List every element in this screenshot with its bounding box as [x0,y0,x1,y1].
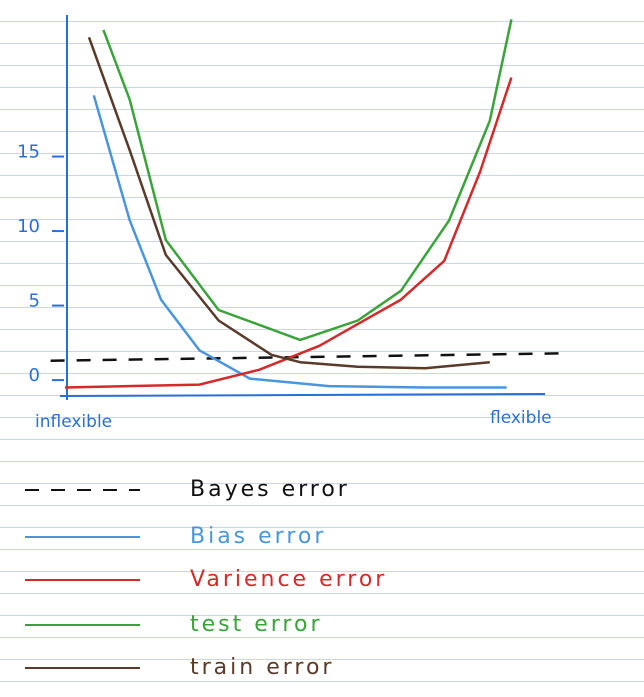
series-line [102,19,513,342]
legend-label: train error [190,655,334,680]
series-line [87,36,490,370]
series-line [64,77,513,389]
x-end-label: flexible [490,408,552,428]
y-tick-label: 15 [17,142,40,163]
y-tick-label: 5 [29,291,40,312]
x-end-label: inflexible [35,412,112,432]
series-line [50,352,565,362]
y-tick-label: 10 [17,216,40,237]
legend-label: test error [190,612,323,637]
legend-label: Varience error [190,567,387,592]
x-axis [59,393,546,397]
legend-label: Bayes error [190,477,350,502]
legend-label: Bias error [190,524,326,549]
y-tick-label: 0 [29,365,40,386]
series-line [92,95,507,389]
